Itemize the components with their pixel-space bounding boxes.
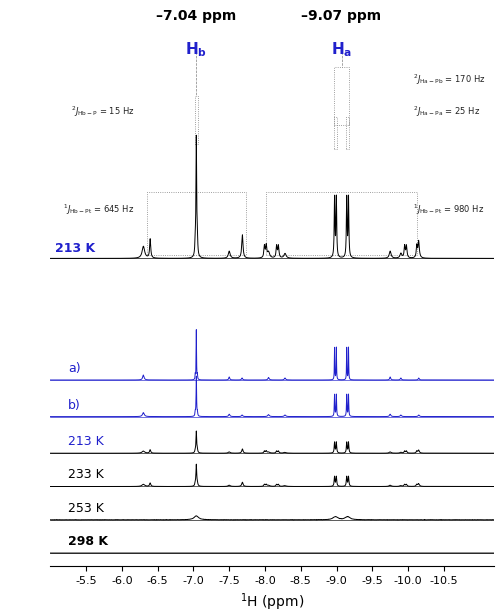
Bar [266,191,417,255]
Text: $^{2}J_{\mathrm{Ha-Pb}}$ = 170 Hz: $^{2}J_{\mathrm{Ha-Pb}}$ = 170 Hz [412,73,485,88]
Bar [147,191,246,255]
Text: 213 K: 213 K [68,435,104,448]
Text: b): b) [68,399,81,412]
Text: 253 K: 253 K [68,502,104,515]
Bar [346,118,349,149]
Text: 213 K: 213 K [55,242,95,255]
Text: 233 K: 233 K [68,468,104,482]
Text: $^{2}J_{\mathrm{Ha-Pa}}$ = 25 Hz: $^{2}J_{\mathrm{Ha-Pa}}$ = 25 Hz [412,105,480,119]
Text: a): a) [68,362,81,375]
Bar [334,67,349,125]
Text: $\mathbf{H_a}$: $\mathbf{H_a}$ [331,41,352,59]
Text: $^{2}J_{\mathrm{Hb-P}}$ = 15 Hz: $^{2}J_{\mathrm{Hb-P}}$ = 15 Hz [71,105,134,119]
Text: 298 K: 298 K [68,535,108,548]
Bar [334,118,337,149]
Text: $\mathbf{H_b}$: $\mathbf{H_b}$ [185,41,207,59]
Text: $^{1}J_{\mathrm{Hb-Pt}}$ = 980 Hz: $^{1}J_{\mathrm{Hb-Pt}}$ = 980 Hz [412,203,484,217]
Text: $^{1}J_{\mathrm{Hb-Pt}}$ = 645 Hz: $^{1}J_{\mathrm{Hb-Pt}}$ = 645 Hz [63,203,134,217]
Text: –7.04 ppm: –7.04 ppm [156,9,236,23]
Bar [195,96,198,144]
X-axis label: $^{1}$H (ppm): $^{1}$H (ppm) [240,592,304,609]
Text: –9.07 ppm: –9.07 ppm [301,9,382,23]
